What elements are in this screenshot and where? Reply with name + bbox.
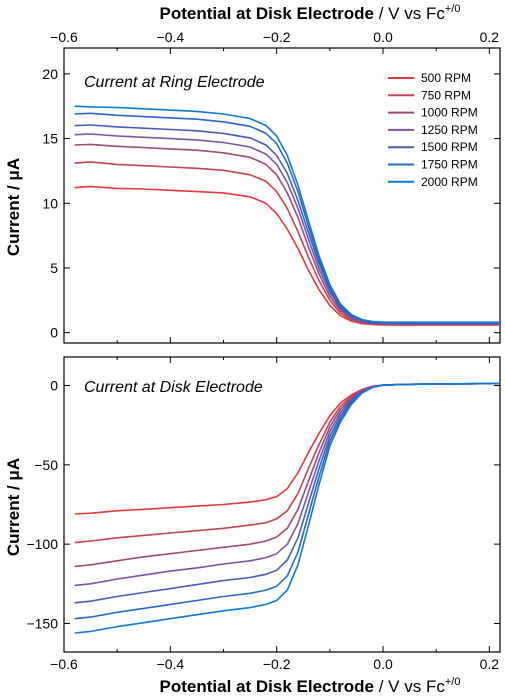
- ring-current-panel: −0.6 −0.4 −0.2 0.0 0.2 0 5 10 15 20 500 RPM 750 RPM…: [42, 29, 501, 344]
- x-tick-label: −0.4: [157, 29, 185, 45]
- x-tick-label: 0.2: [480, 656, 500, 672]
- y-tick-label: 10: [42, 195, 58, 211]
- x-tick-label: −0.2: [263, 656, 291, 672]
- ring-panel-title: Current at Ring Electrode: [84, 74, 265, 91]
- x-tick-label: −0.6: [50, 656, 78, 672]
- disk-current-panel: −0.6 −0.4 −0.2 0.0 0.2 −150 −100 −50 0: [26, 356, 501, 672]
- plot-frame: [63, 47, 501, 344]
- legend-label: 1250 RPM: [421, 123, 478, 137]
- legend-label: 1000 RPM: [421, 106, 478, 120]
- y-tick-label: 15: [42, 131, 58, 147]
- legend-label: 1500 RPM: [421, 140, 478, 154]
- series-line-500-rpm: [74, 382, 501, 515]
- series-line-1750-rpm: [74, 382, 501, 620]
- x-tick-label: 0.0: [373, 29, 393, 45]
- y-tick-label: 0: [50, 325, 58, 341]
- series-line-2000-rpm: [74, 105, 500, 323]
- plot-frame: [63, 356, 501, 653]
- x-tick-label: 0.2: [480, 29, 500, 45]
- series-line-750-rpm: [74, 382, 501, 544]
- x-tick-label: 0.0: [373, 656, 393, 672]
- legend-label: 1750 RPM: [421, 158, 478, 172]
- series-line-1000-rpm: [74, 382, 501, 568]
- y-tick-label: 5: [50, 260, 58, 276]
- legend-label: 500 RPM: [421, 71, 471, 85]
- series-line-1500-rpm: [74, 382, 501, 604]
- y-tick-label: 20: [42, 66, 58, 82]
- x-tick-label: −0.6: [50, 29, 78, 45]
- legend-label: 2000 RPM: [421, 175, 478, 189]
- bottom-y-axis-title: Current / μA: [4, 458, 23, 556]
- y-tick-label: −150: [26, 615, 58, 631]
- series-line-2000-rpm: [74, 382, 501, 634]
- top-x-axis-title: Potential at Disk Electrode / V vs Fc+/0: [160, 3, 461, 23]
- x-tick-label: −0.2: [263, 29, 291, 45]
- legend-label: 750 RPM: [421, 88, 471, 102]
- y-tick-label: −100: [26, 536, 58, 552]
- top-y-axis-title: Current / μA: [4, 158, 23, 256]
- bottom-x-axis-title: Potential at Disk Electrode / V vs Fc+/0: [160, 676, 461, 696]
- disk-panel-title: Current at Disk Electrode: [84, 379, 263, 396]
- x-tick-label: −0.4: [157, 656, 185, 672]
- y-tick-label: 0: [50, 378, 58, 394]
- y-tick-label: −50: [34, 457, 58, 473]
- series-line-1250-rpm: [74, 382, 501, 587]
